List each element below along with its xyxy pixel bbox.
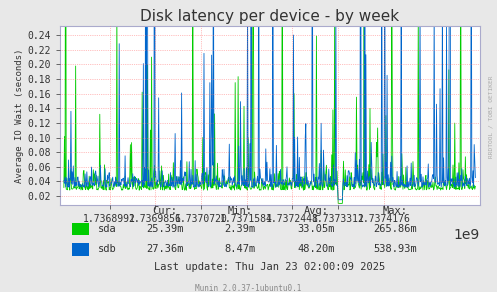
Text: 33.05m: 33.05m xyxy=(297,224,334,234)
Text: Max:: Max: xyxy=(383,206,408,215)
Text: 8.47m: 8.47m xyxy=(225,244,256,254)
Text: Min:: Min: xyxy=(228,206,253,215)
Text: Munin 2.0.37-1ubuntu0.1: Munin 2.0.37-1ubuntu0.1 xyxy=(195,284,302,292)
Text: 27.36m: 27.36m xyxy=(146,244,183,254)
Text: 265.86m: 265.86m xyxy=(374,224,417,234)
Text: 25.39m: 25.39m xyxy=(146,224,183,234)
Text: sda: sda xyxy=(97,224,116,234)
Title: Disk latency per device - by week: Disk latency per device - by week xyxy=(140,9,399,24)
Bar xyxy=(72,223,89,235)
Bar xyxy=(72,243,89,256)
Text: 538.93m: 538.93m xyxy=(374,244,417,254)
Text: 2.39m: 2.39m xyxy=(225,224,256,234)
Text: sdb: sdb xyxy=(97,244,116,254)
Text: Cur:: Cur: xyxy=(152,206,177,215)
Text: RRDTOOL / TOBI OETIKER: RRDTOOL / TOBI OETIKER xyxy=(489,76,494,158)
Text: Avg:: Avg: xyxy=(303,206,329,215)
Text: 48.20m: 48.20m xyxy=(297,244,334,254)
Y-axis label: Average IO Wait (seconds): Average IO Wait (seconds) xyxy=(15,48,24,183)
Text: Last update: Thu Jan 23 02:00:09 2025: Last update: Thu Jan 23 02:00:09 2025 xyxy=(154,262,385,272)
